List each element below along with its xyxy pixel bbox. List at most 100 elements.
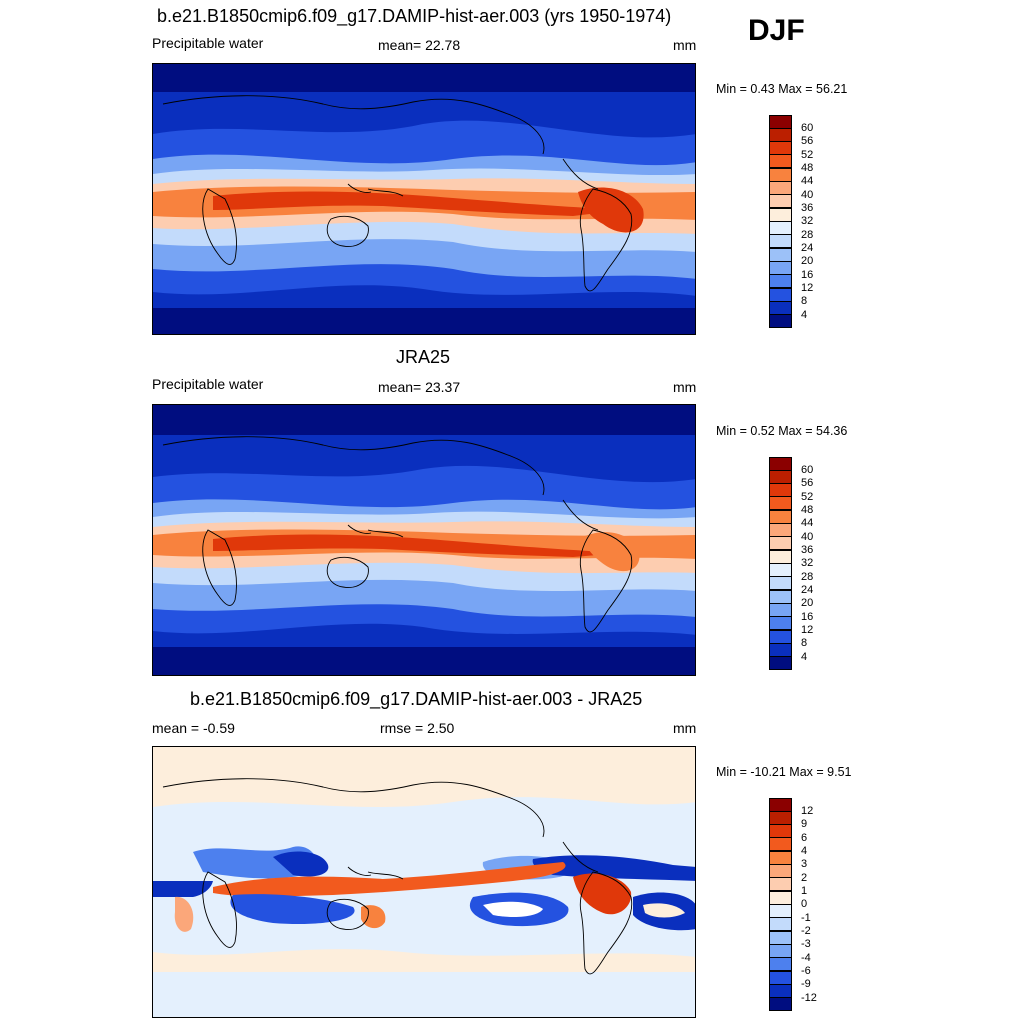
- colorbar-2-label: 12: [801, 624, 814, 636]
- panel-3-rmse-label: rmse = 2.50: [380, 720, 455, 736]
- colorbar-3-seg-8: [769, 891, 792, 905]
- colorbar-1-label: 60: [801, 122, 814, 134]
- colorbar-1-seg-9: [769, 221, 792, 235]
- colorbar-3-seg-16: [769, 997, 792, 1011]
- colorbar-2-seg-6: [769, 523, 792, 537]
- colorbar-3-label: -2: [801, 925, 811, 937]
- panel-3-mean-label: mean = -0.59: [152, 720, 235, 736]
- panel-1-units-label: mm: [673, 37, 697, 53]
- colorbar-1-seg-10: [769, 234, 792, 248]
- colorbar-1-seg-1: [769, 115, 792, 129]
- panel-1-map: [152, 63, 696, 335]
- colorbar-3-seg-12: [769, 944, 792, 958]
- panel-1-mean-label: mean= 22.78: [378, 37, 461, 53]
- panel-3-map-svg: [153, 747, 695, 1017]
- colorbar-3-label: -9: [801, 978, 811, 990]
- colorbar-2-seg-4: [769, 496, 792, 510]
- colorbar-3-seg-10: [769, 917, 792, 931]
- colorbar-3-seg-14: [769, 971, 792, 985]
- colorbar-1-label: 56: [801, 135, 814, 147]
- colorbar-3-seg-1: [769, 798, 792, 812]
- colorbar-3-seg-13: [769, 957, 792, 971]
- colorbar-1-label: 52: [801, 149, 814, 161]
- colorbar-1-label: 12: [801, 282, 814, 294]
- colorbar-2-label: 24: [801, 584, 814, 596]
- colorbar-1-seg-8: [769, 208, 792, 222]
- colorbar-2-seg-13: [769, 616, 792, 630]
- colorbar-3-label: 12: [801, 805, 814, 817]
- colorbar-2-seg-2: [769, 470, 792, 484]
- colorbar-3-seg-11: [769, 931, 792, 945]
- colorbar-2-label: 8: [801, 637, 808, 649]
- colorbar-2-label: 4: [801, 651, 808, 663]
- colorbar-1-label: 32: [801, 215, 814, 227]
- colorbar-1-seg-4: [769, 154, 792, 168]
- colorbar-2-seg-5: [769, 510, 792, 524]
- colorbar-3-label: 0: [801, 898, 808, 910]
- colorbar-3-seg-15: [769, 984, 792, 998]
- colorbar-1-seg-14: [769, 288, 792, 302]
- colorbar-2-seg-8: [769, 550, 792, 564]
- colorbar-1-seg-12: [769, 261, 792, 275]
- colorbar-1-seg-2: [769, 128, 792, 142]
- colorbar-1-label: 44: [801, 175, 814, 187]
- colorbar-2-seg-1: [769, 457, 792, 471]
- colorbar-3-seg-6: [769, 864, 792, 878]
- colorbar-1-seg-3: [769, 141, 792, 155]
- colorbar-1-seg-7: [769, 194, 792, 208]
- colorbar-3-label: 9: [801, 818, 808, 830]
- colorbar-3-label: 1: [801, 885, 808, 897]
- colorbar-2-seg-9: [769, 563, 792, 577]
- panel-3-map: [152, 746, 696, 1018]
- colorbar-2-label: 44: [801, 517, 814, 529]
- colorbar-3-seg-2: [769, 811, 792, 825]
- colorbar-1-label: 48: [801, 162, 814, 174]
- colorbar-3-label: -1: [801, 912, 811, 924]
- colorbar-3-seg-7: [769, 877, 792, 891]
- colorbar-1-label: 4: [801, 309, 808, 321]
- panel-3-title: b.e21.B1850cmip6.f09_g17.DAMIP-hist-aer.…: [190, 689, 643, 709]
- colorbar-2-label: 16: [801, 611, 814, 623]
- colorbar-2-seg-16: [769, 656, 792, 670]
- panel-2-units-label: mm: [673, 379, 697, 395]
- colorbar-2-label: 40: [801, 531, 814, 543]
- panel-1-title: b.e21.B1850cmip6.f09_g17.DAMIP-hist-aer.…: [157, 6, 672, 26]
- colorbar-3-label: 6: [801, 832, 808, 844]
- colorbar-3-label: -3: [801, 938, 811, 950]
- colorbar-2-seg-7: [769, 536, 792, 550]
- colorbar-3-label: 3: [801, 858, 808, 870]
- panel-1-variable-label: Precipitable water: [152, 35, 264, 51]
- colorbar-2-label: 20: [801, 597, 814, 609]
- panel-2-variable-label: Precipitable water: [152, 376, 264, 392]
- colorbar-1-seg-6: [769, 181, 792, 195]
- colorbar-1-label: 20: [801, 255, 814, 267]
- colorbar-2-label: 52: [801, 491, 814, 503]
- colorbar-2-label: 28: [801, 571, 814, 583]
- colorbar-3-label: -6: [801, 965, 811, 977]
- colorbar-1-label: 8: [801, 295, 808, 307]
- colorbar-2-label: 32: [801, 557, 814, 569]
- colorbar-2-seg-3: [769, 483, 792, 497]
- colorbar-2-label: 36: [801, 544, 814, 556]
- panel-1-colorbar: 60 56 52 48 44 40 36 32 28 24 20 16 12 8…: [769, 115, 813, 328]
- colorbar-3-label: 4: [801, 845, 808, 857]
- panel-3-colorbar: 12 9 6 4 3 2 1 0 -1 -2 -3 -4 -6 -9 -12: [769, 798, 817, 1011]
- colorbar-2-label: 56: [801, 477, 814, 489]
- panel-1-minmax-label: Min = 0.43 Max = 56.21: [716, 82, 848, 96]
- colorbar-1-label: 28: [801, 229, 814, 241]
- colorbar-2-seg-12: [769, 603, 792, 617]
- panel-2-colorbar: 60 56 52 48 44 40 36 32 28 24 20 16 12 8…: [769, 457, 813, 670]
- panel-2-minmax-label: Min = 0.52 Max = 54.36: [716, 424, 848, 438]
- panel-2-title: JRA25: [396, 347, 451, 367]
- colorbar-1-seg-15: [769, 301, 792, 315]
- colorbar-1-seg-13: [769, 274, 792, 288]
- season-label: DJF: [748, 14, 805, 47]
- colorbar-3-label: -4: [801, 952, 811, 964]
- colorbar-3-seg-4: [769, 837, 792, 851]
- colorbar-2-seg-10: [769, 576, 792, 590]
- colorbar-3-seg-9: [769, 904, 792, 918]
- panel-3-minmax-label: Min = -10.21 Max = 9.51: [716, 765, 852, 779]
- panel-2-map: [152, 404, 696, 676]
- colorbar-2-seg-14: [769, 630, 792, 644]
- colorbar-2-seg-15: [769, 643, 792, 657]
